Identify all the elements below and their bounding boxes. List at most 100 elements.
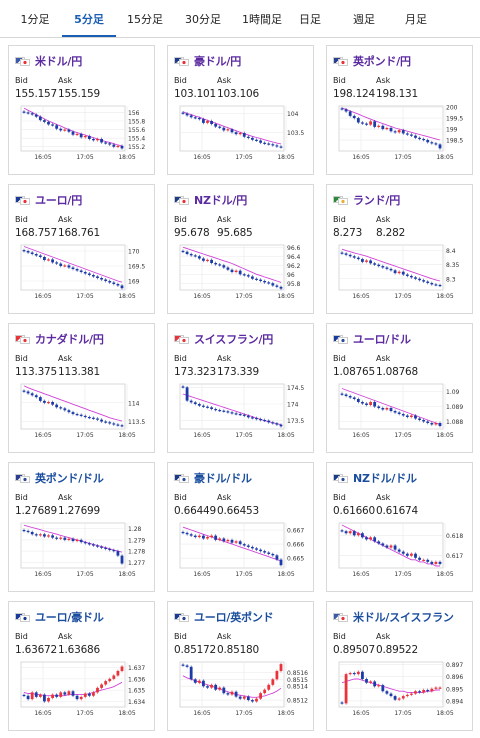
rate-card[interactable]: 英ポンド/円 Bid Ask 198.124 198.131 200 199.5 199 198… — [326, 45, 473, 175]
candle — [71, 538, 75, 541]
rate-card[interactable]: ランド/円 Bid Ask 8.273 8.282 8.4 8.35 8.3 16:05 17:0… — [326, 184, 473, 314]
candle — [51, 402, 54, 405]
price-chart[interactable]: 1.09 1.089 1.088 16:05 17:05 18:05 — [327, 324, 474, 454]
candle — [373, 263, 377, 265]
currency-pair-link[interactable]: 英ポンド/円 — [353, 55, 411, 68]
candle — [251, 417, 254, 419]
moving-average-line — [341, 248, 441, 282]
currency-pair-link[interactable]: 英ポンド/ドル — [35, 472, 104, 485]
candle — [222, 265, 226, 268]
candle — [26, 391, 30, 394]
price-chart[interactable]: 104 103.5 16:05 17:05 18:05 — [168, 46, 315, 176]
currency-pair-link[interactable]: ユーロ/円 — [35, 194, 83, 207]
rate-card[interactable]: NZドル/円 Bid Ask 95.678 95.685 96.6 96.4 96.2 96 95… — [167, 184, 314, 314]
candle — [96, 418, 99, 420]
rate-card[interactable]: ユーロ/円 Bid Ask 168.757 168.761 170 169.5 169 16:0… — [8, 184, 155, 314]
currency-pair-link[interactable]: NZドル/ドル — [353, 472, 417, 485]
price-chart[interactable]: 0.667 0.666 0.665 16:05 17:05 18:05 — [168, 463, 315, 593]
currency-pair-link[interactable]: スイスフラン/円 — [194, 333, 274, 346]
candle — [434, 561, 438, 564]
candle — [193, 535, 197, 538]
candle — [255, 698, 258, 702]
rate-card[interactable]: ユーロ/英ポンド Bid Ask 0.85172 0.85180 0.8515 0.8516… — [167, 601, 314, 731]
rate-card[interactable]: 米ドル/スイスフラン Bid Ask 0.89507 0.89522 0.897 0.896… — [326, 601, 473, 731]
currency-pair-link[interactable]: 豪ドル/ドル — [194, 472, 252, 485]
candle — [251, 276, 254, 279]
candle — [63, 537, 67, 540]
price-chart[interactable]: 8.4 8.35 8.3 16:05 17:05 18:05 — [327, 185, 474, 315]
rate-card[interactable]: 米ドル/円 Bid Ask 155.157 155.159 156 155.8 155.6 15… — [8, 45, 155, 175]
candle — [59, 692, 63, 697]
rate-card[interactable]: ユーロ/ドル Bid Ask 1.08765 1.08768 1.09 1.089 1.088… — [326, 323, 473, 453]
tab-15min[interactable]: 15分足 — [127, 13, 163, 26]
candle — [340, 702, 344, 704]
currency-pair-link[interactable]: 米ドル/円 — [35, 55, 83, 68]
candle — [389, 545, 393, 548]
candle — [397, 549, 401, 552]
price-chart[interactable]: 0.618 0.617 16:05 17:05 18:05 — [327, 463, 474, 593]
tab-30min[interactable]: 30分足 — [185, 13, 221, 26]
candle — [83, 693, 87, 697]
currency-pair-link[interactable]: ユーロ/英ポンド — [194, 611, 274, 624]
candle — [112, 423, 116, 425]
rate-card[interactable]: スイスフラン/円 Bid Ask 173.323 173.339 174.5 174 173.… — [167, 323, 314, 453]
candle — [222, 410, 226, 412]
price-chart[interactable]: 174.5 174 173.5 16:05 17:05 18:05 — [168, 324, 315, 454]
tab-1hour[interactable]: 1時間足 — [242, 13, 282, 26]
candle — [389, 693, 393, 697]
currency-pair-link[interactable]: ユーロ/豪ドル — [35, 611, 104, 624]
candle — [414, 277, 417, 279]
price-chart[interactable]: 170 169.5 169 16:05 17:05 18:05 — [9, 185, 156, 315]
tab-1min[interactable]: 1分足 — [20, 13, 50, 26]
currency-flags-icon — [333, 334, 349, 344]
candle — [181, 664, 185, 666]
currency-flags-icon — [333, 473, 349, 483]
currency-pair-link[interactable]: カナダドル/円 — [35, 333, 104, 346]
currency-pair-link[interactable]: NZドル/円 — [194, 194, 247, 207]
ask-label: Ask — [376, 354, 391, 363]
candle — [71, 131, 75, 135]
currency-pair-link[interactable]: 豪ドル/円 — [194, 55, 242, 68]
tab-daily[interactable]: 日足 — [299, 13, 321, 26]
tab-monthly[interactable]: 月足 — [405, 13, 427, 26]
price-chart[interactable]: 200 199.5 199 198.5 16:05 17:05 18:05 — [327, 46, 474, 176]
candle — [393, 545, 397, 550]
moving-average-line — [182, 246, 282, 283]
rate-card[interactable]: 英ポンド/ドル Bid Ask 1.27689 1.27699 1.28 1.279 1.27… — [8, 462, 155, 592]
ask-value: 173.339 — [217, 366, 260, 378]
bid-value: 1.08765 — [333, 366, 376, 378]
price-chart[interactable]: 1.28 1.279 1.278 1.277 16:05 17:05 18:05 — [9, 463, 156, 593]
card-header: ユーロ/ドル — [333, 332, 411, 346]
bid-value: 0.89507 — [333, 644, 376, 656]
bid-value: 1.27689 — [15, 505, 58, 517]
candle — [47, 698, 50, 702]
candle — [185, 665, 189, 667]
timeframe-tabs: 1分足 5分足 15分足 30分足 1時間足 日足 週足 月足 — [0, 0, 480, 38]
rate-card[interactable]: NZドル/ドル Bid Ask 0.61660 0.61674 0.618 0.617 16:… — [326, 462, 473, 592]
candle — [193, 402, 197, 404]
x-tick-label: 16:05 — [352, 432, 369, 439]
rate-card[interactable]: ユーロ/豪ドル Bid Ask 1.63672 1.63686 1.637 1.636 1.6… — [8, 601, 155, 731]
tab-weekly[interactable]: 週足 — [353, 13, 375, 26]
card-header: NZドル/円 — [174, 193, 247, 207]
price-chart[interactable]: 0.897 0.896 0.895 0.894 16:05 17:05 18:05 — [327, 602, 474, 732]
price-chart[interactable]: 114 113.5 16:05 17:05 18:05 — [9, 324, 156, 454]
currency-pair-link[interactable]: ユーロ/ドル — [353, 333, 411, 346]
candle — [255, 278, 258, 280]
candle — [279, 146, 283, 148]
tab-5min[interactable]: 5分足 — [74, 13, 104, 26]
rate-card[interactable]: 豪ドル/円 Bid Ask 103.101 103.106 104 103.5 16:05 17… — [167, 45, 314, 175]
candle — [434, 143, 438, 145]
currency-pair-link[interactable]: ランド/円 — [353, 194, 401, 207]
price-chart[interactable]: 1.637 1.636 1.635 1.634 16:05 17:05 18:05 — [9, 602, 156, 732]
rate-card[interactable]: カナダドル/円 Bid Ask 113.375 113.381 114 113.5 16:05… — [8, 323, 155, 453]
y-tick-label: 169 — [128, 279, 140, 286]
candle — [356, 533, 360, 536]
currency-pair-link[interactable]: 米ドル/スイスフラン — [353, 611, 454, 624]
candle — [438, 144, 442, 149]
currency-flags-icon — [333, 612, 349, 622]
price-chart[interactable]: 96.6 96.4 96.2 96 95.8 16:05 17:05 18:05 — [168, 185, 315, 315]
rate-card[interactable]: 豪ドル/ドル Bid Ask 0.66449 0.66453 0.667 0.666 0.66… — [167, 462, 314, 592]
